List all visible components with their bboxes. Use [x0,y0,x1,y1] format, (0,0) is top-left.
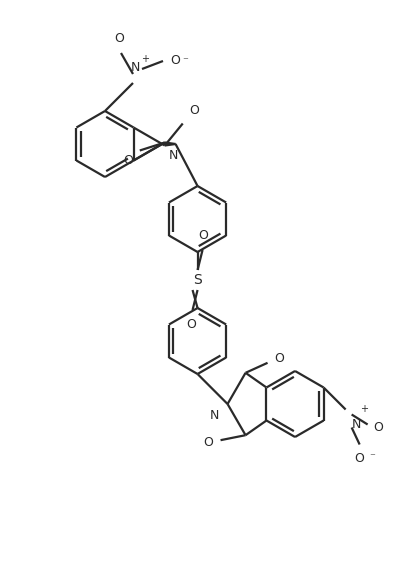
Text: O: O [354,452,364,466]
Text: +: + [141,54,148,64]
Text: O: O [203,436,213,449]
Text: +: + [359,405,367,414]
Text: O: O [114,32,124,45]
Text: ⁻: ⁻ [182,56,187,66]
Text: N: N [169,149,178,162]
Text: S: S [193,273,202,287]
Text: O: O [274,352,284,365]
Text: N: N [351,417,360,430]
Text: ⁻: ⁻ [369,452,375,463]
Text: O: O [198,229,208,242]
Text: O: O [373,421,382,434]
Text: O: O [186,318,196,331]
Text: O: O [123,154,133,168]
Text: O: O [170,55,180,68]
Text: O: O [188,104,198,118]
Text: N: N [130,61,139,74]
Text: N: N [210,409,219,422]
